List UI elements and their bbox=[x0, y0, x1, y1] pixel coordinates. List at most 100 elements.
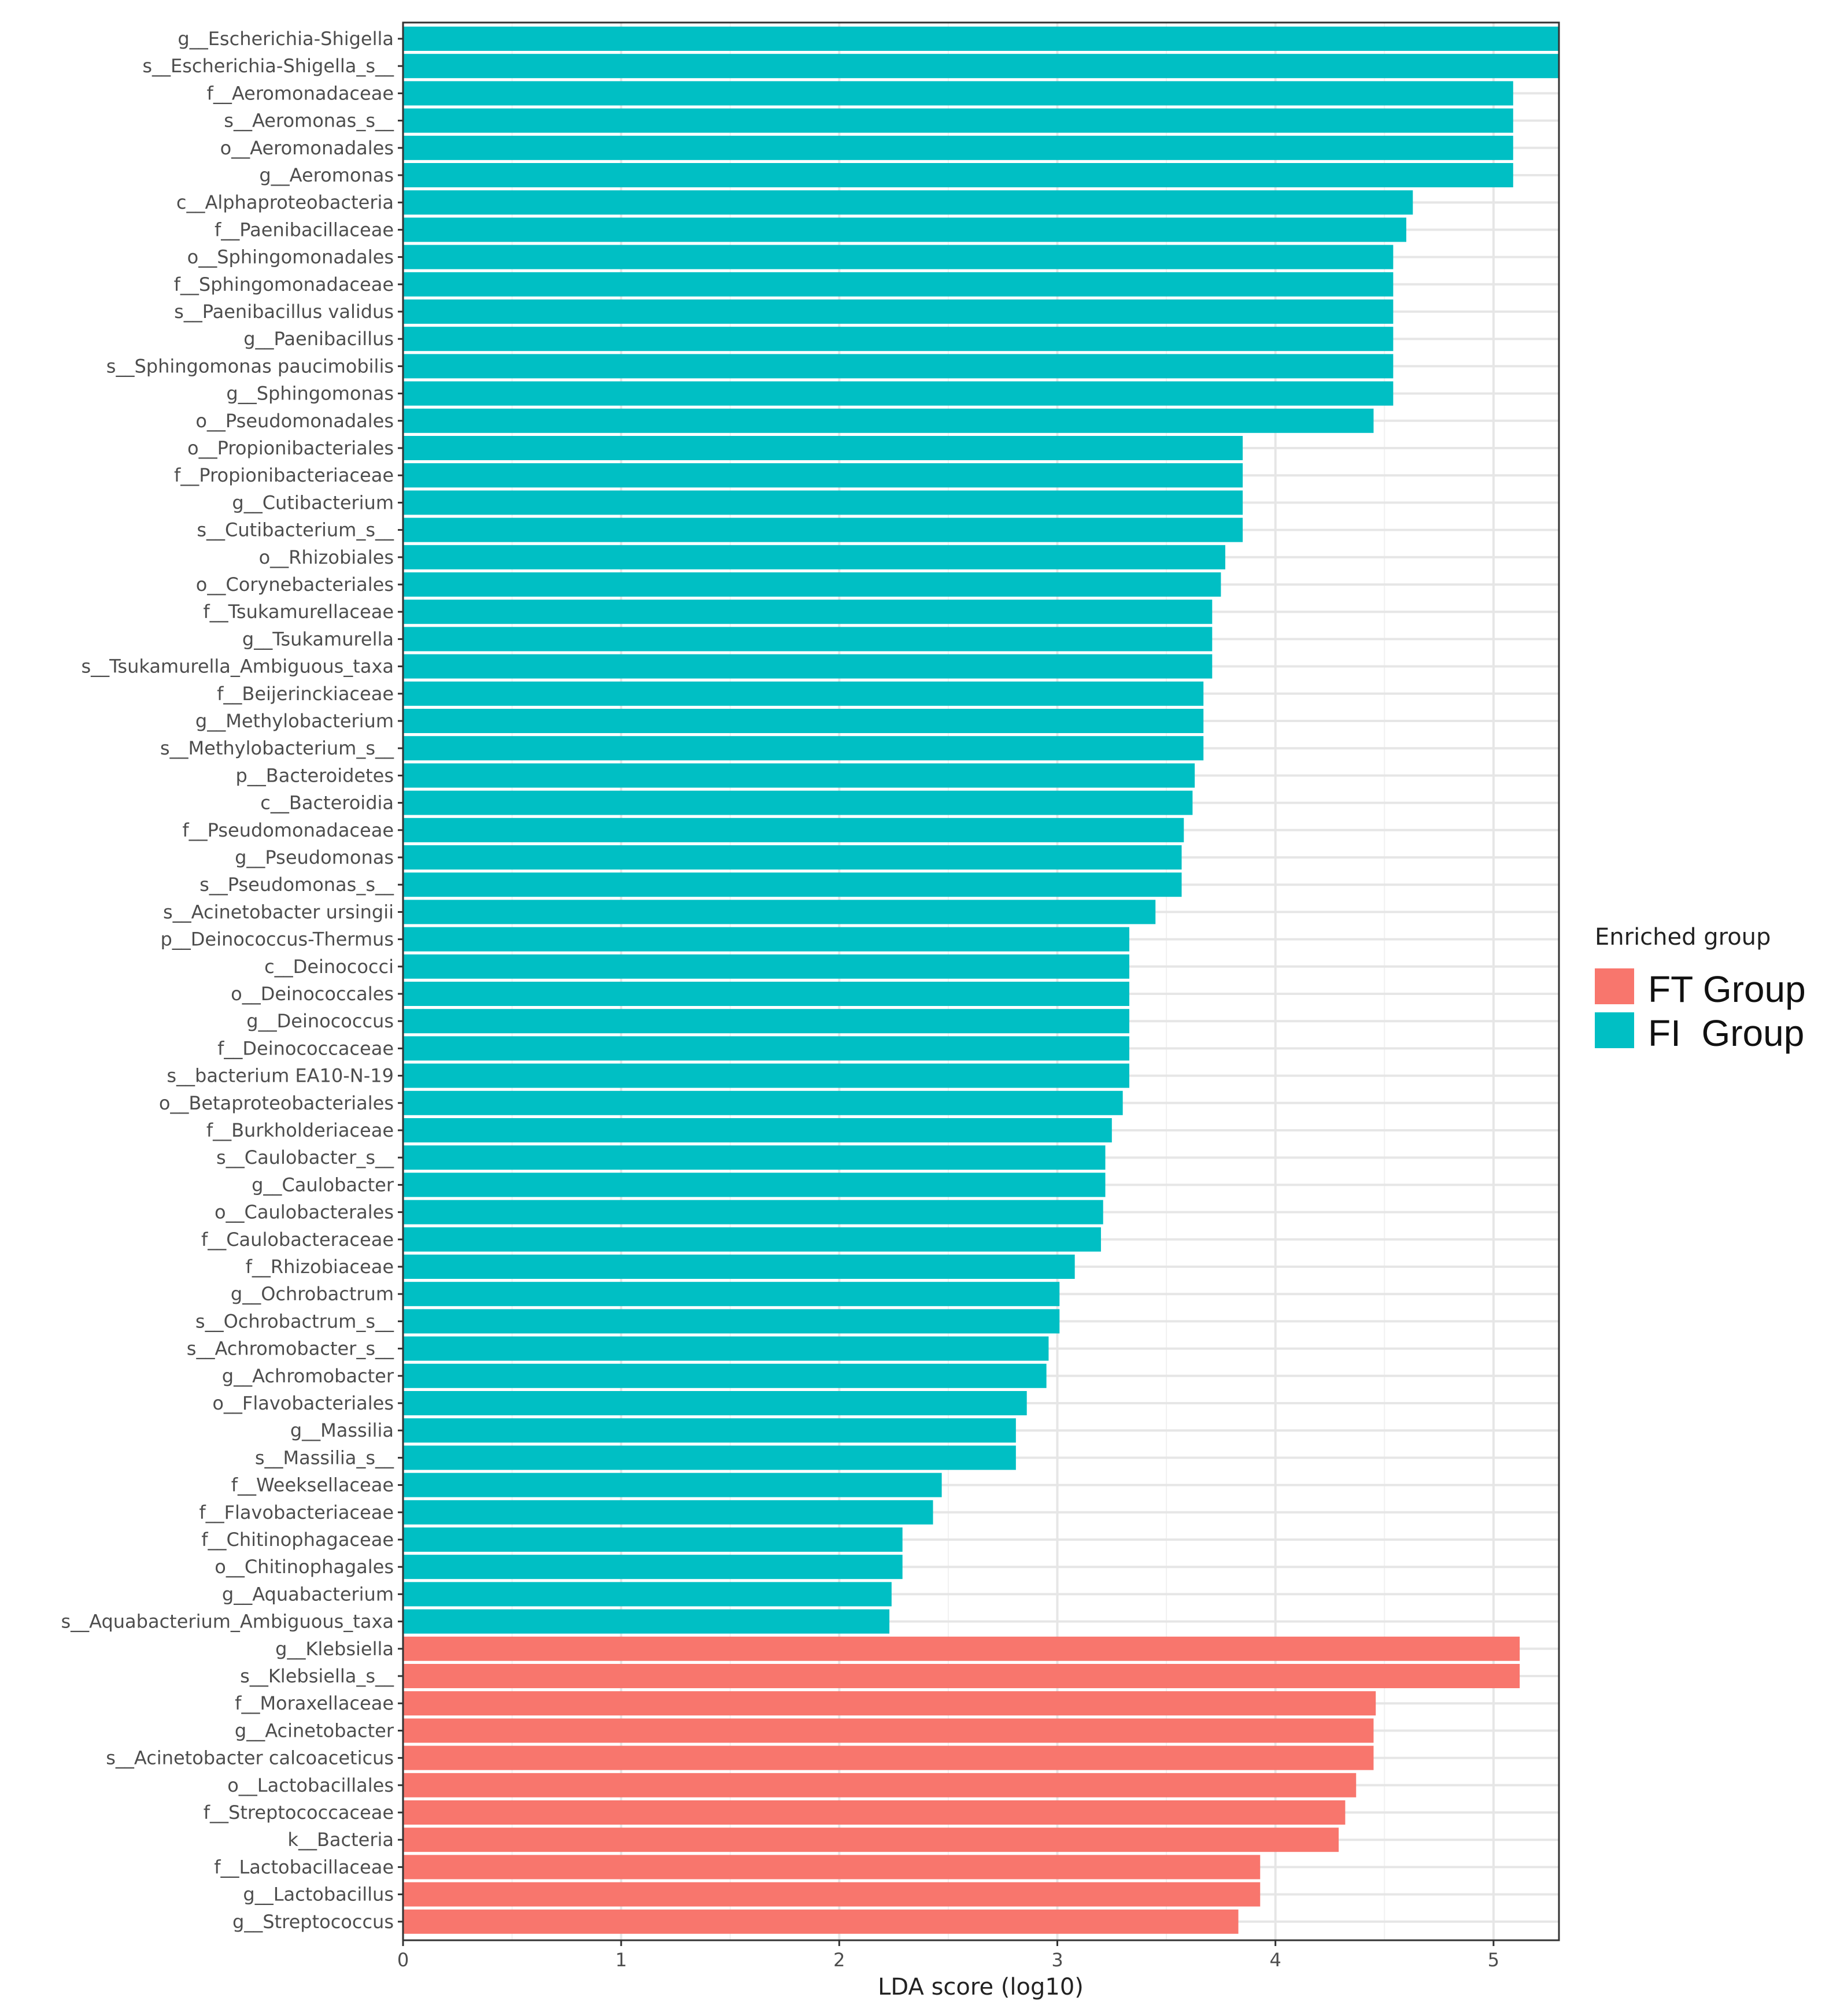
y-tick-label: g__Escherichia-Shigella bbox=[178, 28, 394, 50]
bar-g-ochrobactrum bbox=[403, 1282, 1060, 1307]
y-tick-label: g__Aeromonas bbox=[259, 164, 394, 186]
bar-f-pseudomonadaceae bbox=[403, 818, 1184, 842]
y-tick-label: s__Achromobacter_s__ bbox=[187, 1338, 394, 1360]
y-tick-label: g__Achromobacter bbox=[222, 1365, 394, 1387]
x-axis-title: LDA score (log10) bbox=[878, 1974, 1084, 2000]
y-tick-label: g__Aquabacterium bbox=[222, 1583, 394, 1605]
y-tick-label: s__Acinetobacter calcoaceticus bbox=[106, 1747, 394, 1769]
y-tick-label: f__Tsukamurellaceae bbox=[203, 601, 394, 623]
bar-o-caulobacterales bbox=[403, 1200, 1103, 1225]
bar-s-ochrobactrum-s- bbox=[403, 1309, 1060, 1334]
y-tick-label: f__Weeksellaceae bbox=[231, 1474, 394, 1496]
y-tick-label: g__Acinetobacter bbox=[235, 1719, 394, 1741]
x-tick-label: 0 bbox=[397, 1949, 409, 1971]
bar-c-alphaproteobacteria bbox=[403, 190, 1413, 215]
bar-s-achromobacter-s- bbox=[403, 1336, 1049, 1361]
y-tick-label: g__Ochrobactrum bbox=[231, 1283, 394, 1305]
y-tick-label: f__Burkholderiaceae bbox=[206, 1119, 394, 1141]
y-tick-label: s__Escherichia-Shigella_s__ bbox=[142, 55, 394, 77]
bar-g-escherichia-shigella bbox=[403, 27, 1559, 51]
y-tick-label: g__Streptococcus bbox=[232, 1911, 394, 1933]
x-tick-label: 4 bbox=[1269, 1949, 1281, 1971]
bar-f-rhizobiaceae bbox=[403, 1255, 1075, 1279]
bar-s-massilia-s- bbox=[403, 1445, 1016, 1470]
y-tick-label: g__Tsukamurella bbox=[242, 628, 394, 650]
legend-label-ft-group: FT Group bbox=[1648, 968, 1806, 1010]
y-tick-label: f__Deinococcaceae bbox=[217, 1037, 394, 1059]
bar-g-tsukamurella bbox=[403, 627, 1213, 652]
bar-o-aeromonadales bbox=[403, 135, 1513, 160]
y-tick-label: s__Methylobacterium_s__ bbox=[160, 737, 394, 759]
bar-g-aeromonas bbox=[403, 163, 1513, 187]
bar-s-acinetobacter-ursingii bbox=[403, 900, 1156, 924]
y-tick-label: f__Chitinophagaceae bbox=[201, 1529, 394, 1551]
bar-g-caulobacter bbox=[403, 1172, 1106, 1197]
bar-o-rhizobiales bbox=[403, 545, 1225, 569]
bar-f-moraxellaceae bbox=[403, 1691, 1376, 1716]
bar-f-flavobacteriaceae bbox=[403, 1500, 933, 1525]
y-tick-label: f__Beijerinckiaceae bbox=[217, 683, 394, 705]
y-tick-label: g__Pseudomonas bbox=[235, 846, 394, 868]
y-tick-label: g__Sphingomonas bbox=[226, 383, 394, 405]
y-axis-tick-labels: g__Escherichia-Shigella s__Escherichia-Sh… bbox=[61, 28, 403, 1933]
bar-g-deinococcus bbox=[403, 1009, 1129, 1034]
y-tick-label: g__Lactobacillus bbox=[243, 1884, 394, 1906]
y-tick-label: f__Aeromonadaceae bbox=[207, 82, 394, 104]
bar-g-achromobacter bbox=[403, 1363, 1047, 1388]
x-axis-ticks: 0 1 2 3 4 5 bbox=[397, 1940, 1499, 1971]
bar-f-chitinophagaceae bbox=[403, 1527, 903, 1552]
bar-f-streptococcaceae bbox=[403, 1800, 1346, 1825]
bar-g-aquabacterium bbox=[403, 1582, 892, 1607]
y-tick-label: g__Methylobacterium bbox=[195, 710, 394, 732]
x-tick-label: 2 bbox=[833, 1949, 845, 1971]
y-tick-label: s__bacterium EA10-N-19 bbox=[167, 1065, 394, 1087]
y-tick-label: o__Caulobacterales bbox=[215, 1201, 394, 1223]
y-tick-label: f__Streptococcaceae bbox=[204, 1802, 394, 1823]
bar-f-beijerinckiaceae bbox=[403, 681, 1204, 706]
y-tick-label: f__Sphingomonadaceae bbox=[174, 273, 394, 295]
bar-f-propionibacteriaceae bbox=[403, 463, 1243, 488]
y-tick-label: o__Rhizobiales bbox=[259, 546, 394, 568]
y-tick-label: g__Massilia bbox=[290, 1419, 394, 1441]
y-tick-label: g__Deinococcus bbox=[246, 1010, 394, 1032]
bar-s-aquabacterium-ambiguous-taxa bbox=[403, 1609, 890, 1634]
y-tick-label: s__Paenibacillus validus bbox=[174, 301, 394, 323]
y-tick-label: o__Flavobacteriales bbox=[212, 1392, 394, 1414]
bar-g-klebsiella bbox=[403, 1636, 1520, 1661]
y-tick-label: f__Paenibacillaceae bbox=[215, 219, 394, 241]
bar-g-lactobacillus bbox=[403, 1882, 1261, 1907]
y-tick-label: k__Bacteria bbox=[287, 1829, 394, 1851]
bar-s-paenibacillus-validus bbox=[403, 299, 1394, 324]
bar-s-sphingomonas-paucimobilis bbox=[403, 354, 1394, 379]
bar-s-bacterium-ea10-n-19 bbox=[403, 1063, 1129, 1088]
bar-p-bacteroidetes bbox=[403, 763, 1195, 788]
bar-g-cutibacterium bbox=[403, 490, 1243, 515]
bar-c-deinococci bbox=[403, 954, 1129, 979]
y-tick-label: p__Bacteroidetes bbox=[235, 764, 394, 786]
bar-s-escherichia-shigella-s- bbox=[403, 54, 1559, 79]
y-tick-label: s__Aeromonas_s__ bbox=[224, 110, 394, 132]
x-tick-label: 5 bbox=[1488, 1949, 1499, 1971]
y-tick-label: f__Moraxellaceae bbox=[235, 1692, 394, 1714]
bar-g-sphingomonas bbox=[403, 381, 1394, 406]
bar-f-lactobacillaceae bbox=[403, 1855, 1261, 1880]
y-tick-label: s__Pseudomonas_s__ bbox=[199, 874, 394, 896]
bar-f-weeksellaceae bbox=[403, 1473, 942, 1497]
bar-s-klebsiella-s- bbox=[403, 1664, 1520, 1688]
y-tick-label: s__Sphingomonas paucimobilis bbox=[106, 355, 394, 377]
y-tick-label: f__Rhizobiaceae bbox=[246, 1256, 394, 1278]
bar-o-chitinophagales bbox=[403, 1555, 903, 1579]
y-tick-label: f__Pseudomonadaceae bbox=[182, 819, 394, 841]
bar-s-pseudomonas-s- bbox=[403, 872, 1182, 897]
bars-group bbox=[403, 27, 1559, 1934]
bar-s-cutibacterium-s- bbox=[403, 517, 1243, 542]
legend: Enriched group FT Group FI Group bbox=[1595, 924, 1806, 1054]
y-tick-label: o__Deinococcales bbox=[231, 983, 394, 1005]
y-tick-label: o__Propionibacteriales bbox=[187, 437, 394, 459]
x-tick-label: 1 bbox=[615, 1949, 627, 1971]
y-tick-label: s__Acinetobacter ursingii bbox=[163, 901, 394, 923]
bar-o-flavobacteriales bbox=[403, 1391, 1027, 1415]
bar-f-paenibacillaceae bbox=[403, 217, 1406, 242]
bar-g-methylobacterium bbox=[403, 709, 1204, 733]
